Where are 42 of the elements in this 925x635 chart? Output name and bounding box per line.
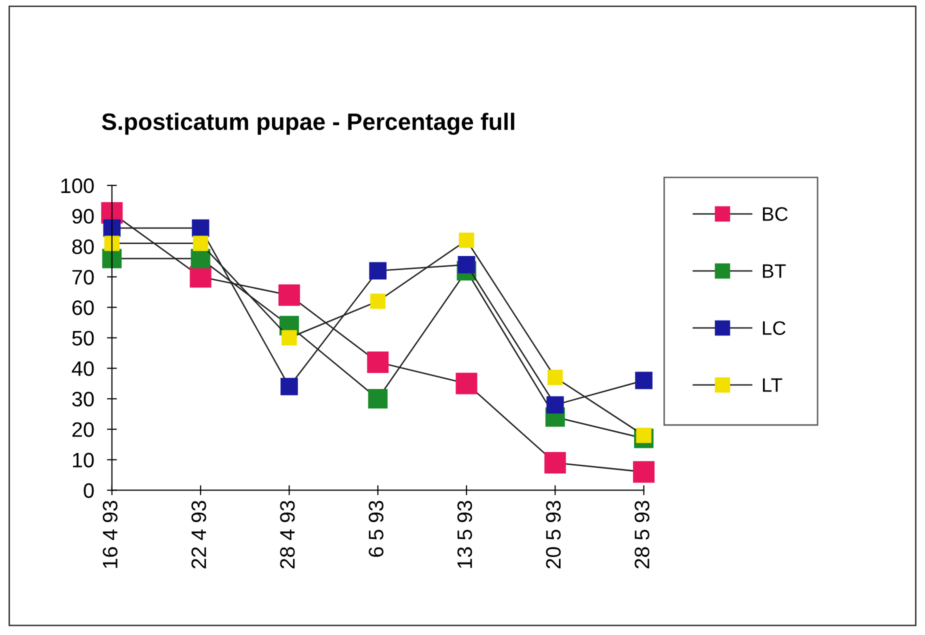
legend-label: LC xyxy=(762,321,786,335)
point xyxy=(369,262,387,280)
x-tick-label: 6 5 93 xyxy=(368,500,384,557)
x-tick-label: 28 5 93 xyxy=(634,500,650,568)
point xyxy=(367,351,389,373)
y-tick-label: 80 xyxy=(72,239,94,254)
y-tick-label: 40 xyxy=(72,361,94,376)
x-tick-label: 22 4 93 xyxy=(191,500,206,568)
y-tick-label: 60 xyxy=(72,300,94,316)
point xyxy=(458,232,474,248)
y-tick-label: 70 xyxy=(72,270,94,285)
y-tick-label: 20 xyxy=(72,422,94,438)
point xyxy=(104,236,120,251)
y-tick-label: 50 xyxy=(72,330,94,346)
point xyxy=(370,294,386,309)
legend-label: LT xyxy=(762,378,782,392)
legend-label: BC xyxy=(762,207,788,221)
point xyxy=(282,330,297,346)
point xyxy=(456,372,478,394)
y-tick-label: 90 xyxy=(72,208,94,224)
point xyxy=(548,370,563,386)
point xyxy=(633,461,655,483)
point xyxy=(278,284,300,306)
y-tick-label: 30 xyxy=(72,392,94,407)
x-tick-label: 16 4 93 xyxy=(102,500,118,568)
y-tick-label: 0 xyxy=(84,483,94,498)
legend-label: BT xyxy=(762,264,786,278)
y-tick-label: 10 xyxy=(72,452,94,468)
x-tick-label: 28 4 93 xyxy=(280,500,295,568)
point xyxy=(280,378,298,396)
x-tick-label: 20 5 93 xyxy=(546,500,561,568)
point xyxy=(458,256,476,274)
point xyxy=(192,236,208,251)
point xyxy=(544,452,566,474)
y-tick-label: 100 xyxy=(61,178,94,194)
point xyxy=(192,219,210,237)
x-tick-label: 13 5 93 xyxy=(457,500,472,568)
point xyxy=(546,396,564,414)
point xyxy=(368,389,388,409)
point xyxy=(190,248,210,268)
chart-title: S.posticatum pupae - Percentage full xyxy=(102,112,514,135)
point xyxy=(635,372,652,390)
